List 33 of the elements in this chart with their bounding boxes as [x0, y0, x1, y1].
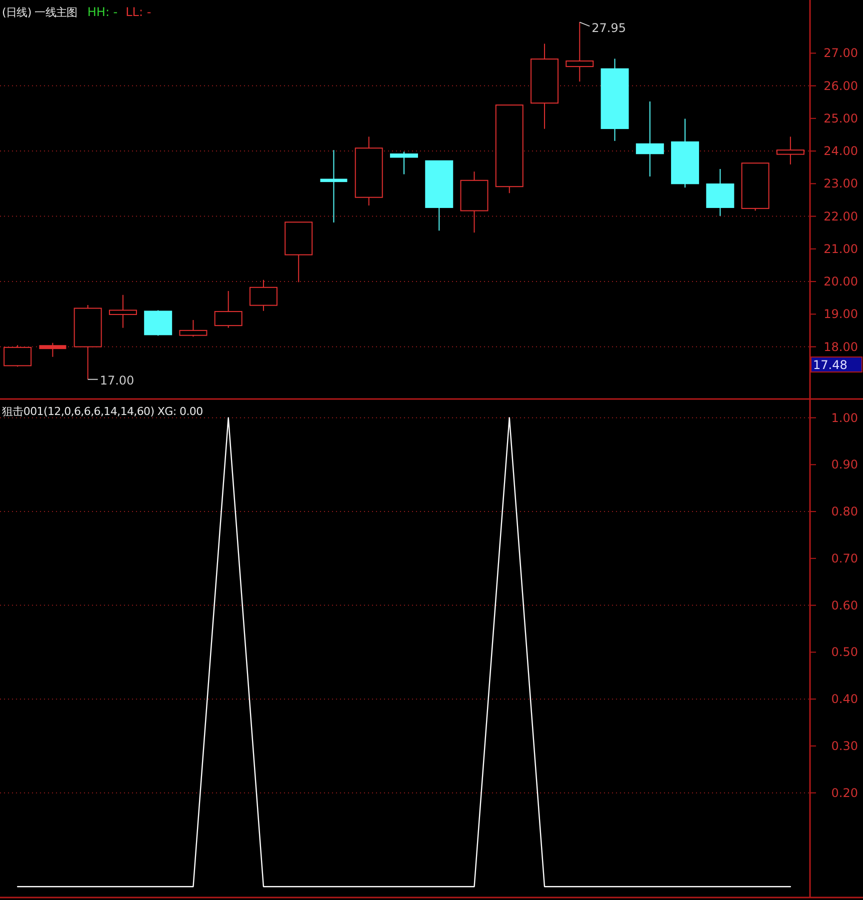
text: 17.48: [813, 358, 848, 372]
y-tick-label: 26.00: [824, 78, 858, 93]
y-tick-label: 0.80: [831, 504, 858, 519]
text: (日线) 一线主图: [2, 6, 78, 19]
y-tick-label: 20.00: [824, 274, 858, 289]
y-tick-label: 0.50: [831, 645, 858, 660]
y-tick-label: 27.00: [824, 46, 858, 60]
annotation: 17.00: [100, 373, 134, 388]
y-tick-label: 0.40: [831, 692, 858, 706]
y-tick-label: 23.00: [824, 176, 858, 191]
candlestick: [320, 150, 348, 223]
y-tick-label: 19.00: [824, 307, 858, 322]
y-tick-label: 21.00: [824, 242, 858, 256]
candlestick: [776, 136, 804, 165]
candlestick: [390, 151, 418, 175]
y-tick-label: 1.00: [831, 410, 858, 425]
y-tick-label: 0.90: [831, 458, 858, 472]
y-tick-label: 0.20: [831, 786, 858, 800]
y-tick-label: 24.00: [824, 144, 858, 158]
candlestick: [566, 22, 594, 82]
candlestick: [39, 342, 66, 358]
y-tick-label: 0.70: [831, 551, 858, 566]
y-tick-label: 0.60: [831, 598, 858, 612]
text: 狙击001(12,0,6,6,6,14,14,60) XG: 0.00: [2, 405, 204, 418]
candlestick: [108, 294, 137, 328]
y-tick-label: 22.00: [824, 209, 858, 224]
y-tick-label: 25.00: [824, 111, 858, 126]
candlestick: [636, 100, 664, 177]
y-tick-label: 0.30: [831, 738, 858, 753]
annotation: 27.95: [592, 21, 626, 36]
annotation: HH: -: [87, 5, 118, 19]
y-tick-label: 18.00: [824, 340, 858, 354]
annotation: LL: -: [126, 5, 152, 19]
